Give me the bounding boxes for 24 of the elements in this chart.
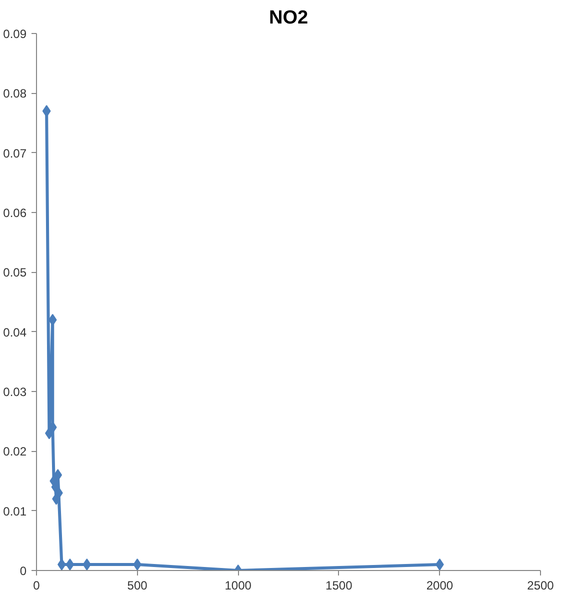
y-tick-label: 0.01 [3,504,27,518]
x-tick-label: 2500 [527,578,554,592]
chart-title: NO2 [268,8,308,28]
y-tick-label: 0.09 [3,27,27,41]
y-tick-label: 0.02 [3,444,27,459]
x-tick-label: 1000 [224,578,252,592]
y-tick-label: 0.06 [3,206,27,220]
x-tick-label: 0 [33,578,40,592]
point [48,314,57,326]
x-tick-label: 2000 [426,578,454,592]
point [82,558,92,570]
y-tick-label: 0.08 [3,86,27,101]
point [58,558,66,570]
y-tick-label: 0.04 [3,325,27,340]
x-tick-label: 500 [127,578,148,592]
y-tick-label: 0.05 [3,266,27,280]
point [42,105,51,118]
x-tick-label: 1500 [326,578,353,592]
point [66,558,74,570]
point [436,558,444,570]
y-tick-label: 0.03 [3,385,27,399]
y-tick-label: 0.07 [3,146,27,160]
point [133,558,142,570]
y-tick-label: 0 [20,564,27,578]
